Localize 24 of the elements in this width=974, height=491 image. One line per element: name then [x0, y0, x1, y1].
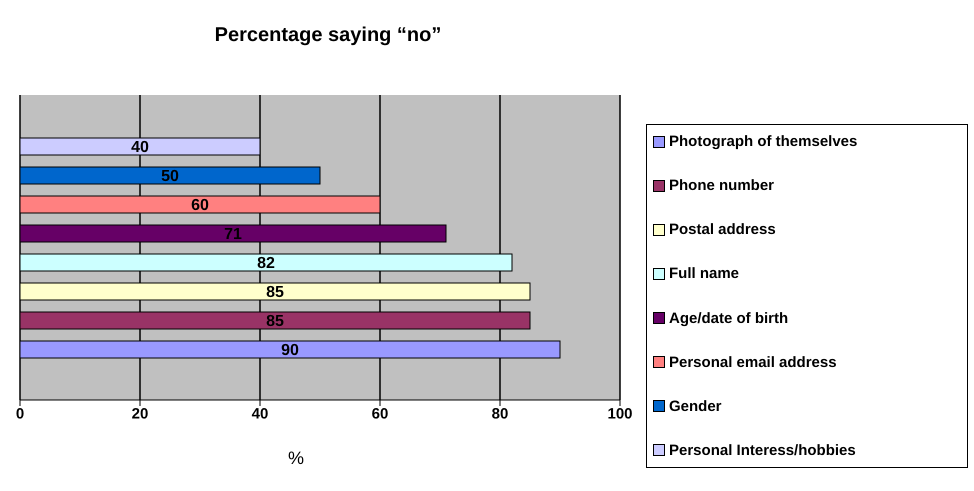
legend-label: Photograph of themselves	[669, 133, 858, 150]
legend-label: Postal address	[669, 221, 776, 238]
x-tick-label: 20	[132, 406, 148, 423]
data-label: 85	[266, 284, 284, 302]
data-label: 85	[266, 313, 284, 330]
legend-label: Personal Interess/hobbies	[669, 442, 856, 459]
data-label: 60	[191, 197, 209, 214]
x-tick-label: 0	[16, 406, 24, 423]
x-tick-label: 60	[372, 406, 388, 423]
data-label: 50	[161, 168, 179, 186]
legend-label: Full name	[669, 265, 740, 282]
x-tick-label: 40	[252, 406, 268, 423]
legend-label: Personal email address	[669, 354, 837, 371]
data-label: 90	[281, 342, 299, 360]
data-label: 71	[224, 226, 242, 244]
chart-title: Percentage saying “no”	[214, 24, 442, 47]
data-label: 82	[257, 255, 275, 272]
x-axis-title: %	[288, 448, 304, 469]
legend-label: Age/date of birth	[669, 310, 788, 327]
data-label: 40	[131, 139, 149, 156]
x-tick-label: 80	[492, 406, 508, 423]
legend-label: Phone number	[669, 177, 774, 194]
legend-label: Gender	[669, 398, 722, 415]
x-tick-label: 100	[607, 406, 633, 423]
